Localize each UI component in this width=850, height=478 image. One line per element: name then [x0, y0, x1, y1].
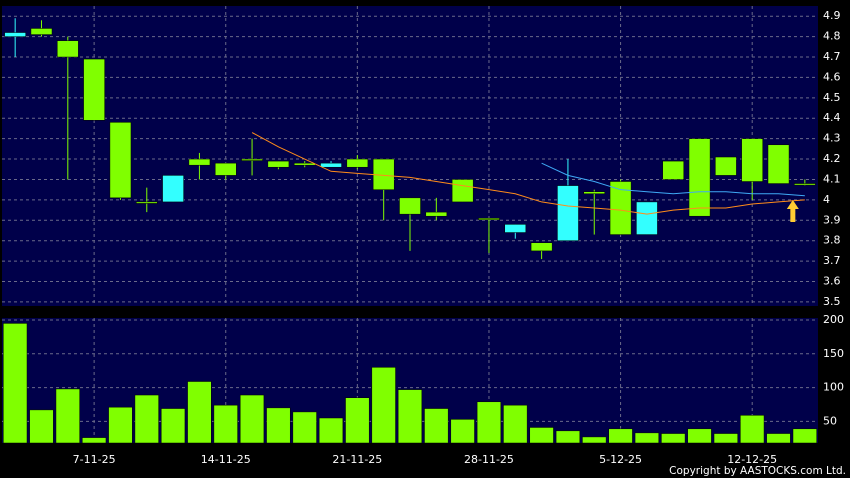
candle-body	[425, 211, 448, 217]
volume-bar	[608, 428, 633, 444]
candle-body	[767, 144, 790, 184]
x-tick-label: 28-11-25	[464, 453, 514, 466]
y-tick-label: 100	[823, 381, 844, 394]
volume-bar	[476, 401, 502, 444]
y-tick-label: 4.5	[823, 91, 841, 104]
y-tick-label: 4.9	[823, 9, 841, 22]
moving-average-line	[541, 162, 805, 197]
candle-body	[609, 181, 632, 235]
volume-bar	[713, 433, 738, 444]
volume-bar	[55, 388, 80, 444]
y-tick-label: 4.1	[823, 172, 841, 185]
volume-bar	[371, 367, 396, 444]
y-tick-label: 4.3	[823, 132, 841, 145]
candle-body	[30, 28, 53, 35]
volume-bar	[82, 437, 107, 444]
y-tick-label: 4.2	[823, 152, 841, 165]
volume-bar	[555, 430, 581, 444]
x-tick-label: 14-11-25	[201, 453, 251, 466]
candle-body	[688, 138, 711, 217]
volume-bar	[503, 404, 528, 444]
y-tick-label: 3.9	[823, 213, 841, 226]
candle-body	[583, 191, 606, 195]
candle-body	[530, 242, 553, 252]
candle-body	[135, 201, 158, 204]
volume-bar	[108, 406, 133, 444]
volume-bar	[634, 432, 659, 444]
y-tick-label: 3.5	[823, 295, 841, 308]
y-tick-label: 4.6	[823, 70, 841, 83]
y-tick-label: 50	[823, 414, 837, 427]
volume-bar	[266, 407, 291, 444]
candle-body	[346, 158, 369, 168]
candle-body	[83, 58, 105, 121]
volume-bar	[239, 394, 265, 444]
candle-body	[636, 201, 658, 235]
volume-bar	[424, 408, 449, 444]
y-tick-label: 3.8	[823, 234, 841, 247]
candle-body	[57, 40, 79, 58]
candle-body	[451, 179, 474, 203]
volume-bar	[134, 394, 159, 444]
y-tick-label: 4.4	[823, 111, 841, 124]
price-panel	[2, 6, 818, 306]
candle-body	[715, 156, 737, 176]
volume-bar	[687, 428, 712, 444]
volume-bar	[345, 397, 370, 444]
volume-bar	[740, 415, 765, 444]
candle-body	[293, 162, 316, 166]
y-tick-label: 4	[823, 193, 830, 206]
volume-bar	[187, 381, 212, 444]
candle-body	[504, 224, 527, 233]
volume-bar	[792, 428, 817, 444]
candle-body	[557, 185, 579, 241]
candle-body	[267, 160, 290, 168]
volume-bar	[292, 411, 317, 444]
candle-body	[4, 32, 26, 37]
x-tick-label: 5-12-25	[599, 453, 642, 466]
volume-bar	[450, 419, 475, 444]
volume-bar	[661, 433, 686, 444]
x-tick-label: 7-11-25	[73, 453, 116, 466]
candle-body	[478, 217, 500, 220]
volume-bar	[529, 427, 554, 444]
candle-body	[162, 175, 184, 203]
candle-body	[320, 162, 342, 168]
y-tick-label: 200	[823, 313, 844, 326]
candle-body	[188, 158, 211, 166]
y-tick-label: 3.7	[823, 254, 841, 267]
x-tick-label: 21-11-25	[332, 453, 382, 466]
y-tick-label: 150	[823, 347, 844, 360]
copyright: Copyright by AASTOCKS.com Ltd.	[669, 465, 846, 477]
moving-average-line	[251, 132, 805, 215]
x-tick-label: 12-12-25	[727, 453, 777, 466]
y-tick-label: 4.8	[823, 30, 841, 43]
arrow-icon	[786, 200, 799, 222]
candle-body	[241, 158, 263, 161]
candle-body	[794, 183, 816, 186]
volume-bar	[213, 404, 238, 444]
y-tick-label: 4.7	[823, 50, 841, 63]
volume-bar	[29, 409, 54, 444]
volume-bar	[318, 417, 344, 444]
volume-bar	[3, 323, 28, 444]
y-tick-label: 3.6	[823, 275, 841, 288]
candle-body	[214, 162, 237, 176]
candle-body	[662, 160, 685, 180]
volume-bar	[582, 436, 607, 444]
volume-bar	[397, 389, 423, 444]
candle-body	[399, 197, 421, 215]
volume-bar	[161, 408, 186, 444]
candle-body	[109, 122, 132, 199]
candle-body	[741, 138, 763, 182]
volume-bar	[766, 433, 791, 444]
